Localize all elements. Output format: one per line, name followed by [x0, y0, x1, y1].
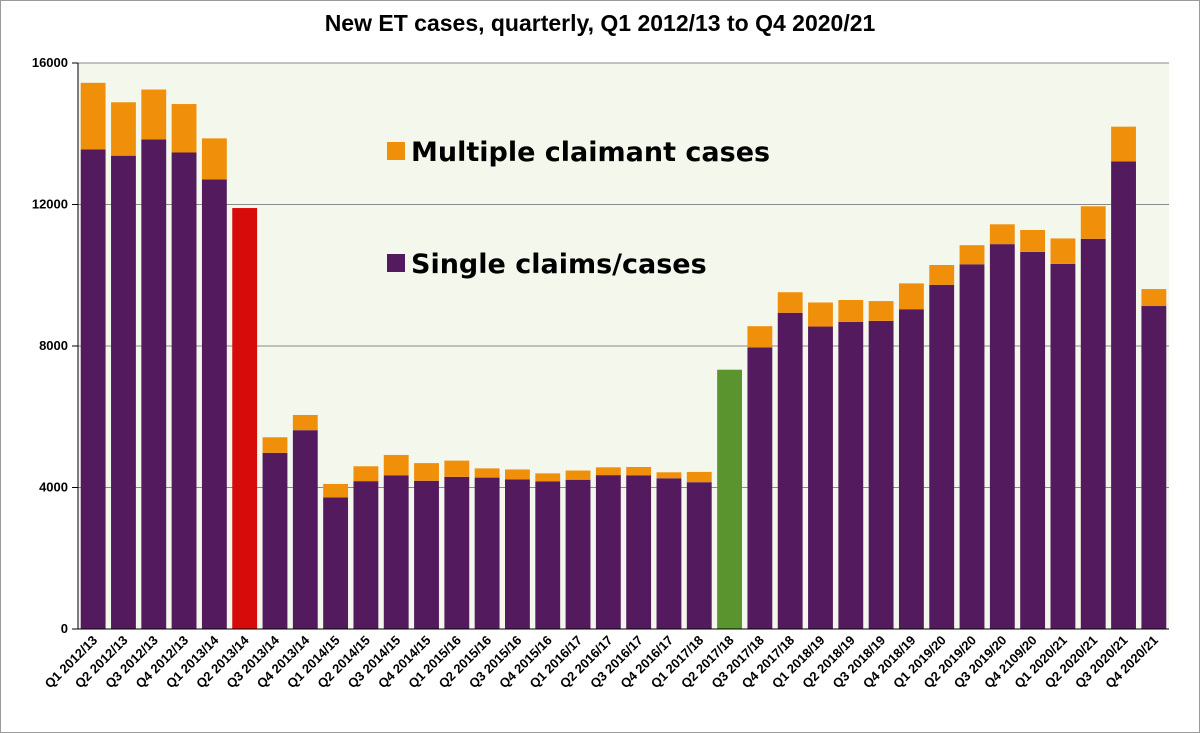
bar-multiple-24: [777, 292, 803, 313]
bar-single-15: [505, 479, 530, 629]
bar-single-26: [838, 321, 864, 629]
bar-multiple-34: [1080, 206, 1106, 239]
bar-multiple-20: [656, 472, 682, 479]
bar-single-13: [444, 476, 470, 629]
bar-single-9: [323, 497, 349, 629]
bar-multiple-32: [1020, 229, 1046, 252]
bar-single-2: [111, 155, 136, 629]
bar-single-21: [686, 482, 712, 629]
bar-multiple-8: [292, 414, 318, 431]
bar-single-25: [808, 326, 833, 629]
bar-single-28: [898, 309, 924, 629]
y-tick-label: 16000: [32, 55, 68, 70]
bar-multiple-3: [141, 89, 167, 140]
bar-multiple-2: [111, 102, 136, 156]
bar-single-16: [535, 481, 561, 629]
bar-multiple-13: [444, 460, 470, 477]
bar-multiple-26: [838, 300, 864, 322]
bar-multiple-1: [80, 82, 106, 150]
bar-single-14: [474, 477, 500, 629]
bar-single-7: [262, 452, 288, 629]
legend-label-multiple: Multiple claimant cases: [411, 137, 770, 168]
bar-single-11: [383, 475, 409, 629]
bar-multiple-9: [323, 483, 349, 498]
bar-single-36: [1141, 306, 1167, 629]
bar-multiple-18: [595, 467, 621, 476]
bar-single-1: [80, 149, 106, 629]
bar-multiple-16: [535, 473, 561, 482]
bar-single-27: [868, 320, 894, 629]
bar-single-3: [141, 139, 167, 629]
bar-single-6: [232, 208, 258, 629]
bar-single-17: [565, 479, 591, 629]
bar-single-33: [1050, 263, 1076, 629]
legend-swatch-multiple: [387, 142, 405, 160]
bar-multiple-23: [747, 326, 773, 348]
bar-multiple-31: [989, 224, 1015, 245]
bar-multiple-5: [201, 138, 227, 180]
bar-single-34: [1080, 238, 1106, 629]
y-tick-label: 12000: [32, 197, 68, 212]
bar-multiple-27: [868, 301, 894, 321]
bar-single-4: [171, 152, 197, 629]
bar-single-32: [1020, 251, 1046, 629]
y-tick-label: 0: [61, 621, 68, 636]
bar-multiple-15: [505, 469, 530, 480]
bar-single-24: [777, 312, 803, 629]
bar-single-31: [989, 244, 1015, 629]
bar-multiple-7: [262, 437, 288, 453]
bar-multiple-12: [414, 463, 439, 481]
bar-multiple-35: [1111, 126, 1136, 162]
bar-multiple-33: [1050, 238, 1076, 264]
bar-single-5: [201, 179, 227, 630]
bar-single-22: [717, 369, 742, 629]
bar-single-10: [353, 481, 379, 629]
bar-multiple-10: [353, 466, 379, 482]
bar-single-8: [292, 430, 318, 629]
bar-multiple-11: [383, 454, 409, 476]
bar-single-19: [626, 475, 652, 629]
bar-multiple-17: [565, 470, 591, 480]
bar-single-12: [414, 480, 439, 629]
bar-single-18: [595, 475, 621, 629]
bar-multiple-19: [626, 466, 652, 476]
legend-swatch-single: [387, 254, 405, 272]
y-tick-label: 8000: [39, 338, 68, 353]
bar-multiple-29: [929, 264, 955, 285]
bar-multiple-36: [1141, 289, 1167, 307]
legend-label-single: Single claims/cases: [411, 249, 707, 280]
bar-single-23: [747, 347, 773, 629]
bar-single-29: [929, 284, 955, 629]
bar-multiple-25: [808, 302, 833, 327]
bar-single-35: [1111, 161, 1136, 629]
bar-multiple-4: [171, 104, 197, 153]
bar-multiple-28: [898, 283, 924, 310]
bar-multiple-14: [474, 468, 500, 478]
bar-multiple-21: [686, 471, 712, 483]
bar-multiple-30: [959, 245, 985, 265]
chart-title: New ET cases, quarterly, Q1 2012/13 to Q…: [324, 10, 876, 36]
bar-single-30: [959, 264, 985, 629]
y-tick-label: 4000: [39, 480, 68, 495]
bar-single-20: [656, 478, 682, 629]
